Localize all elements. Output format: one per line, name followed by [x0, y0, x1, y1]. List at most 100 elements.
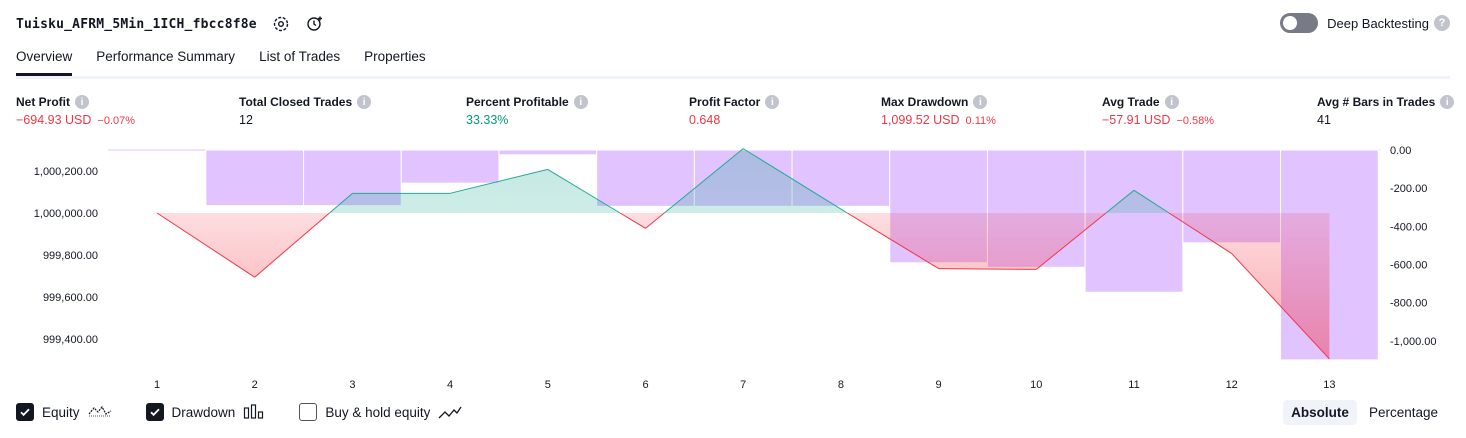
x-tick-label: 8	[838, 379, 844, 391]
drawdown-checkbox[interactable]	[145, 403, 164, 421]
legend-equity[interactable]: Equity	[16, 403, 112, 421]
metric-profit-factor: Profit Factor i 0.648	[689, 94, 780, 127]
metric-label: Avg # Bars in Trades	[1317, 95, 1436, 109]
display-mode-toggle: Absolute Percentage	[1279, 400, 1446, 425]
metric-percent-profitable: Percent Profitable i 33.33%	[466, 94, 588, 127]
metric-label: Avg Trade	[1102, 95, 1160, 109]
metric-label: Profit Factor	[689, 95, 761, 109]
metric-value: 33.33%	[466, 113, 509, 127]
metric-label: Total Closed Trades	[239, 95, 353, 109]
y-right-tick-label: 0.00	[1390, 145, 1411, 157]
y-left-tick-label: 999,600.00	[43, 292, 98, 304]
x-tick-label: 10	[1030, 379, 1042, 391]
tab-overview[interactable]: Overview	[16, 46, 73, 76]
equity-drawdown-chart: 1,000,200.00 1,000,000.00 999,800.00 999,60…	[34, 145, 1437, 391]
equity-checkbox[interactable]	[16, 403, 34, 421]
mode-percentage-button[interactable]: Percentage	[1368, 405, 1438, 420]
drawdown-bar	[1084, 149, 1184, 293]
buy-hold-checkbox[interactable]	[299, 403, 318, 421]
equity-profit-area	[157, 148, 1330, 213]
metric-value: −694.93 USD	[16, 113, 92, 127]
metric-value: 0.648	[689, 113, 721, 127]
y-left-tick-label: 999,400.00	[43, 334, 98, 346]
x-tick-label: 7	[740, 379, 746, 391]
help-icon[interactable]: ?	[1434, 15, 1450, 31]
mode-absolute-button[interactable]: Absolute	[1283, 400, 1357, 425]
equity-loss-area	[157, 213, 1330, 359]
equity-line-segment	[254, 212, 330, 278]
metric-percent: −0.07%	[97, 115, 136, 127]
metric-net-profit: Net Profit i −694.93 USD −0.07%	[16, 94, 135, 127]
x-tick-label: 13	[1323, 379, 1335, 391]
y-right-tick-label: -600.00	[1390, 260, 1427, 272]
y-right-tick-label: -400.00	[1390, 221, 1427, 233]
drawdown-bar	[205, 149, 305, 207]
drawdown-bar	[400, 149, 500, 184]
metric-avg-trade: Avg Trade i −57.91 USD −0.58%	[1102, 94, 1214, 127]
equity-line-segment	[1168, 212, 1232, 254]
info-icon[interactable]: i	[573, 95, 588, 109]
x-tick-label: 12	[1226, 379, 1238, 391]
equity-line-segment	[1105, 189, 1135, 214]
equity-line-segment	[847, 212, 939, 269]
equity-line-segment	[449, 168, 548, 194]
equity-line-segment	[1133, 189, 1170, 214]
info-icon[interactable]: i	[1440, 95, 1455, 109]
x-tick-label: 3	[349, 379, 355, 391]
deep-backtesting: Deep Backtesting ?	[1280, 13, 1450, 33]
legend-drawdown[interactable]: Drawdown	[145, 403, 266, 421]
y-left-tick-label: 1,000,000.00	[34, 208, 98, 220]
equity-line-segment	[742, 148, 842, 210]
tab-performance-summary[interactable]: Performance Summary	[96, 49, 236, 64]
info-icon[interactable]: i	[765, 95, 780, 109]
info-icon[interactable]: i	[1164, 95, 1179, 109]
info-icon[interactable]: i	[973, 95, 988, 109]
y-left-tick-label: 999,800.00	[43, 250, 98, 262]
equity-line-segment	[645, 212, 665, 229]
equity-line-segment	[619, 212, 646, 229]
y-left-tick-label: 1,000,200.00	[34, 166, 98, 178]
tab-properties[interactable]: Properties	[364, 49, 426, 64]
metric-value: 1,099.52 USD	[881, 113, 960, 127]
x-tick-label: 2	[252, 379, 258, 391]
strategy-title: Tuisku_AFRM_5Min_1ICH_fbcc8f8e	[16, 16, 257, 32]
legend-label: Equity	[42, 404, 80, 420]
equity-line-segment	[840, 208, 848, 214]
metric-label: Percent Profitable	[466, 95, 569, 109]
metric-value: −57.91 USD	[1102, 113, 1171, 127]
x-tick-label: 5	[545, 379, 551, 391]
x-tick-label: 4	[447, 379, 453, 391]
info-icon[interactable]: i	[75, 95, 89, 109]
equity-line-segment	[156, 212, 255, 278]
metric-total-closed-trades: Total Closed Trades i 12	[239, 94, 372, 127]
y-right-tick-label: -1,000.00	[1390, 336, 1436, 348]
settings-icon[interactable]	[271, 14, 291, 34]
x-tick-label: 1	[154, 379, 160, 391]
tab-bar: Overview Performance Summary List of Tra…	[16, 46, 1450, 79]
buy-hold-line-icon	[438, 404, 462, 420]
equity-line-icon	[88, 404, 112, 420]
drawdown-bars-icon	[243, 404, 265, 420]
metric-percent: 0.11%	[965, 115, 996, 127]
legend-buy-hold[interactable]: Buy & hold equity	[299, 403, 462, 421]
y-right-tick-label: -800.00	[1390, 298, 1427, 310]
equity-line-segment	[1231, 253, 1330, 360]
equity-line-segment	[1035, 212, 1107, 270]
equity-line-segment	[663, 148, 744, 214]
y-right-tick-label: -200.00	[1390, 183, 1427, 195]
tab-list-of-trades[interactable]: List of Trades	[259, 49, 341, 64]
drawdown-bar	[498, 149, 598, 156]
info-icon[interactable]: i	[357, 95, 372, 109]
drawdown-bar	[596, 149, 695, 207]
deep-backtesting-toggle[interactable]	[1280, 13, 1319, 33]
add-alert-icon[interactable]	[305, 14, 325, 34]
metric-avg-bars-in-trades: Avg # Bars in Trades i 41	[1317, 94, 1455, 127]
equity-line-segment	[547, 168, 621, 214]
header: Tuisku_AFRM_5Min_1ICH_fbcc8f8e	[16, 12, 325, 36]
x-tick-label: 6	[642, 379, 648, 391]
metric-value: 41	[1317, 113, 1331, 127]
metric-percent: −0.58%	[1176, 115, 1215, 127]
equity-line-segment	[938, 268, 1037, 270]
x-tick-label: 9	[936, 379, 942, 391]
metric-max-drawdown: Max Drawdown i 1,099.52 USD 0.11%	[881, 94, 996, 127]
